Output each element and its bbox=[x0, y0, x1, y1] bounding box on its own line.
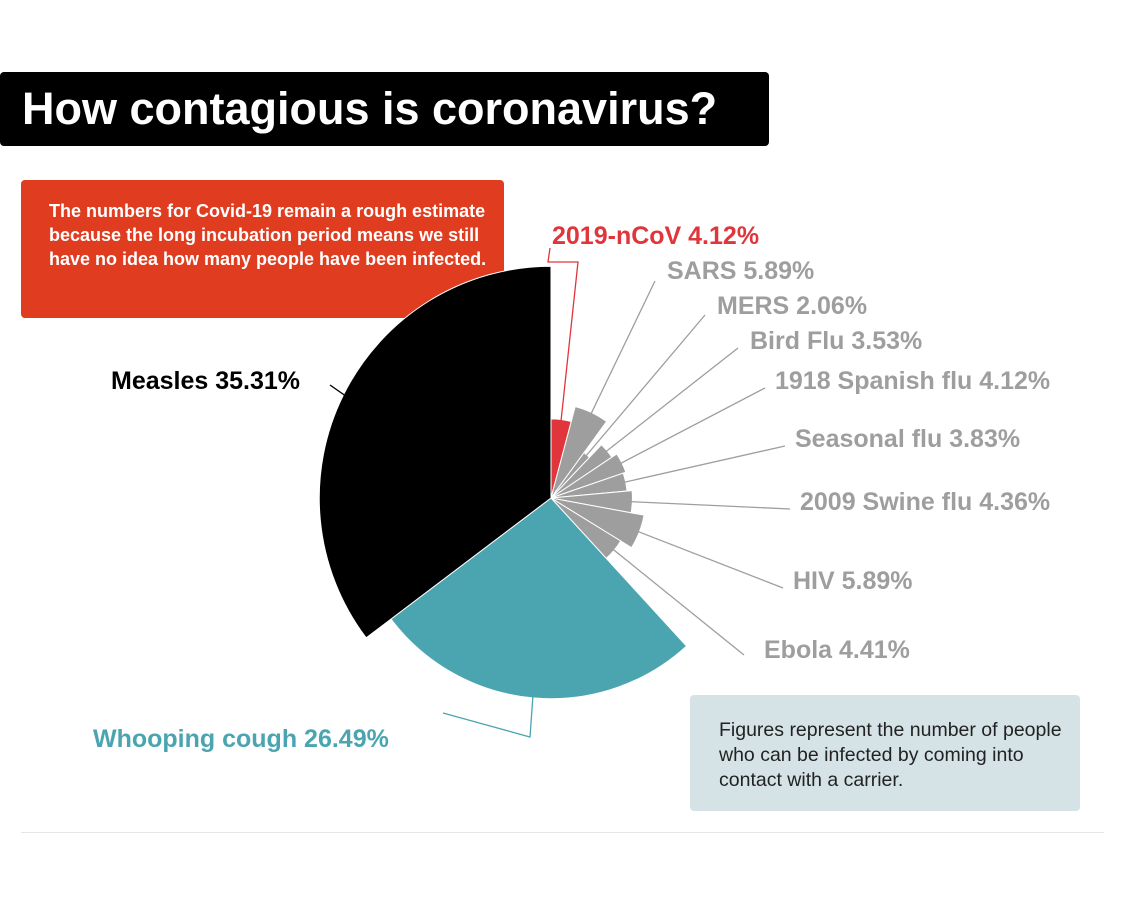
slice-label-hiv: HIV 5.89% bbox=[793, 567, 913, 595]
slice-label-1918-spanish-flu: 1918 Spanish flu 4.12% bbox=[775, 367, 1050, 395]
leader-line-1918-spanish-flu bbox=[619, 387, 766, 465]
leader-line-measles bbox=[329, 384, 346, 397]
estimate-note-box bbox=[21, 180, 504, 318]
leader-line-seasonal-flu bbox=[623, 445, 786, 484]
slice-label-2019-ncov: 2019-nCoV 4.12% bbox=[552, 222, 759, 250]
page-title: How contagious is coronavirus? bbox=[22, 83, 718, 134]
leader-line-whooping-cough bbox=[442, 695, 534, 738]
leader-line-mers bbox=[585, 314, 706, 457]
slice-label-bird-flu: Bird Flu 3.53% bbox=[750, 327, 922, 355]
figures-footnote-box bbox=[690, 695, 1080, 811]
slice-label-ebola: Ebola 4.41% bbox=[764, 636, 910, 664]
title-banner bbox=[0, 72, 769, 146]
leader-line-2019-ncov bbox=[547, 247, 579, 422]
leader-line-sars bbox=[590, 280, 656, 415]
slice-label-mers: MERS 2.06% bbox=[717, 292, 867, 320]
bottom-divider bbox=[21, 832, 1104, 833]
slice-label-seasonal-flu: Seasonal flu 3.83% bbox=[795, 425, 1020, 453]
slice-label-2009-swine-flu: 2009 Swine flu 4.36% bbox=[800, 488, 1050, 516]
leader-line-hiv bbox=[637, 530, 784, 589]
leader-line-bird-flu bbox=[605, 347, 739, 453]
slice-label-measles: Measles 35.31% bbox=[111, 367, 300, 395]
slice-label-whooping-cough: Whooping cough 26.49% bbox=[93, 725, 389, 753]
estimate-note-text: The numbers for Covid-19 remain a rough … bbox=[49, 201, 487, 269]
leader-line-2009-swine-flu bbox=[630, 500, 791, 510]
figures-footnote-text: Figures represent the number of people w… bbox=[719, 719, 1062, 791]
leader-line-ebola bbox=[612, 548, 745, 656]
slice-label-sars: SARS 5.89% bbox=[667, 257, 814, 285]
